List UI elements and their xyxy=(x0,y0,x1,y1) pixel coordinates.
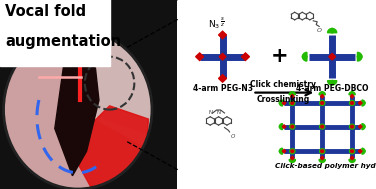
Polygon shape xyxy=(218,75,226,82)
Polygon shape xyxy=(320,156,324,160)
Wedge shape xyxy=(279,148,282,152)
Polygon shape xyxy=(78,0,179,189)
Polygon shape xyxy=(55,53,99,176)
Wedge shape xyxy=(327,29,333,33)
Circle shape xyxy=(320,124,325,129)
Wedge shape xyxy=(302,56,307,61)
Circle shape xyxy=(291,150,294,153)
Circle shape xyxy=(320,101,325,105)
Text: $\frac{\mathit{s}}{\mathit{z}}$: $\frac{\mathit{s}}{\mathit{z}}$ xyxy=(220,16,224,29)
Circle shape xyxy=(290,101,295,105)
Polygon shape xyxy=(241,53,249,60)
Circle shape xyxy=(350,101,355,105)
Wedge shape xyxy=(302,52,307,58)
Polygon shape xyxy=(219,53,226,60)
Wedge shape xyxy=(352,92,355,95)
Text: +: + xyxy=(271,46,288,66)
Text: N: N xyxy=(217,110,221,115)
Circle shape xyxy=(291,102,294,104)
Text: 4-arm PEG-N3: 4-arm PEG-N3 xyxy=(193,84,253,94)
Polygon shape xyxy=(329,53,335,60)
Circle shape xyxy=(351,150,353,153)
Wedge shape xyxy=(289,92,293,95)
Polygon shape xyxy=(218,31,226,39)
Wedge shape xyxy=(349,159,353,162)
Wedge shape xyxy=(279,126,282,130)
Polygon shape xyxy=(358,149,362,153)
Polygon shape xyxy=(0,0,78,189)
Polygon shape xyxy=(282,101,286,105)
Wedge shape xyxy=(362,126,365,130)
Wedge shape xyxy=(357,56,362,61)
Wedge shape xyxy=(319,92,323,95)
Wedge shape xyxy=(362,151,365,154)
Circle shape xyxy=(350,124,355,129)
Text: Vocal fold: Vocal fold xyxy=(5,4,86,19)
Polygon shape xyxy=(282,125,286,128)
Text: 4-arm PEG-DBCO: 4-arm PEG-DBCO xyxy=(296,84,368,94)
Text: Crosslinking: Crosslinking xyxy=(257,95,310,105)
Wedge shape xyxy=(279,124,282,127)
Polygon shape xyxy=(358,125,362,128)
Text: N: N xyxy=(208,110,212,115)
Wedge shape xyxy=(362,148,365,152)
Text: $\mathit{O}$: $\mathit{O}$ xyxy=(229,132,236,140)
Wedge shape xyxy=(357,52,362,58)
Polygon shape xyxy=(320,94,324,98)
Polygon shape xyxy=(282,149,286,153)
Circle shape xyxy=(320,149,325,154)
Text: $\mathit{O}$: $\mathit{O}$ xyxy=(316,26,323,34)
Circle shape xyxy=(290,149,295,154)
Wedge shape xyxy=(292,92,296,95)
Wedge shape xyxy=(279,100,282,104)
Polygon shape xyxy=(350,94,354,98)
Polygon shape xyxy=(291,94,294,98)
Wedge shape xyxy=(289,159,293,162)
Polygon shape xyxy=(0,0,109,66)
Wedge shape xyxy=(352,159,355,162)
Polygon shape xyxy=(5,33,143,187)
Wedge shape xyxy=(349,92,353,95)
Polygon shape xyxy=(67,32,150,134)
Circle shape xyxy=(321,150,324,153)
Polygon shape xyxy=(291,156,294,160)
Wedge shape xyxy=(331,29,337,33)
Wedge shape xyxy=(327,81,333,85)
Circle shape xyxy=(321,102,324,104)
Polygon shape xyxy=(69,106,149,189)
Wedge shape xyxy=(321,92,325,95)
Wedge shape xyxy=(362,100,365,104)
Circle shape xyxy=(351,125,353,128)
Wedge shape xyxy=(319,159,323,162)
Polygon shape xyxy=(78,36,150,145)
Circle shape xyxy=(290,124,295,129)
Wedge shape xyxy=(331,81,337,85)
Text: augmentation: augmentation xyxy=(5,34,121,49)
Polygon shape xyxy=(0,0,177,30)
Circle shape xyxy=(351,102,353,104)
Circle shape xyxy=(291,125,294,128)
Wedge shape xyxy=(362,102,365,106)
Wedge shape xyxy=(321,159,325,162)
Wedge shape xyxy=(292,159,296,162)
Text: Click chemistry: Click chemistry xyxy=(250,80,316,89)
Polygon shape xyxy=(350,156,354,160)
Text: Click-based polymer hydrogel: Click-based polymer hydrogel xyxy=(275,163,376,170)
Wedge shape xyxy=(279,151,282,154)
Circle shape xyxy=(321,125,324,128)
Polygon shape xyxy=(196,53,204,60)
Polygon shape xyxy=(358,101,362,105)
Wedge shape xyxy=(362,124,365,127)
Circle shape xyxy=(350,149,355,154)
Text: N$_3$: N$_3$ xyxy=(208,18,220,31)
Wedge shape xyxy=(279,102,282,106)
